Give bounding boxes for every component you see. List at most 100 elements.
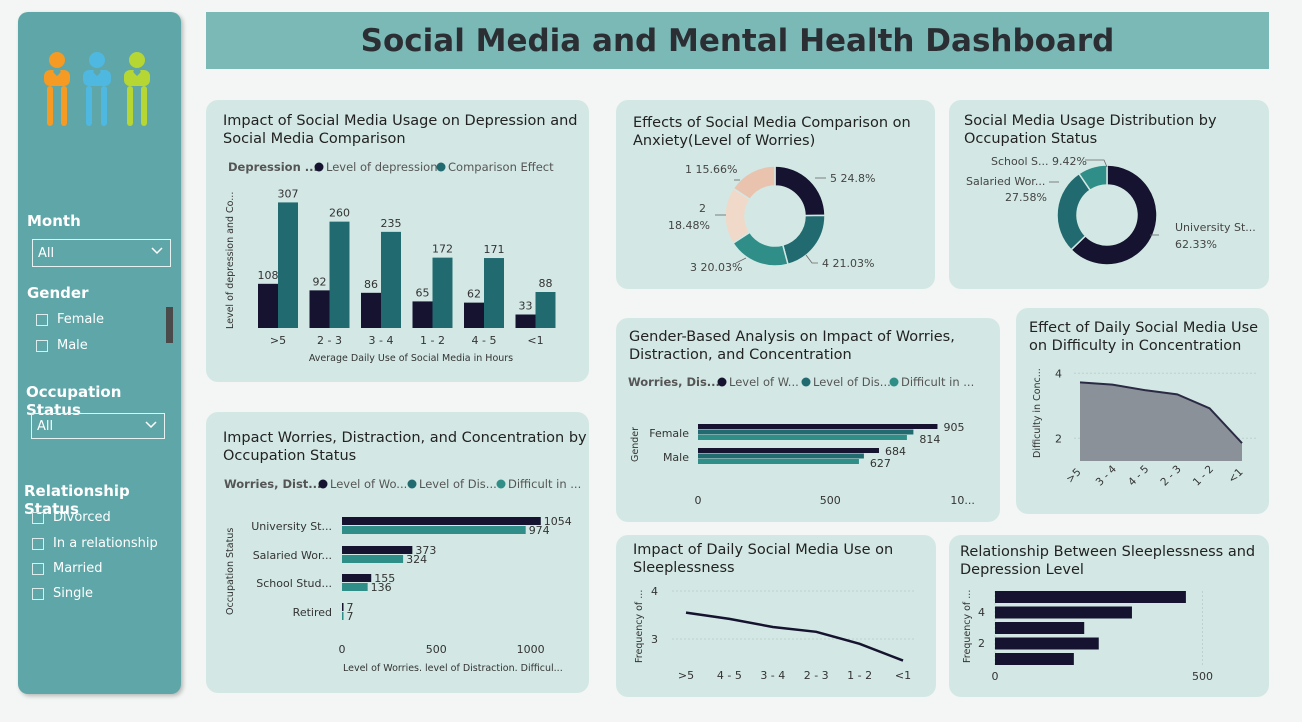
card-sleeplessness[interactable]: Impact of Daily Social Media Use on Sleep…	[616, 535, 936, 697]
bar[interactable]	[698, 424, 938, 429]
checkbox[interactable]	[32, 587, 44, 600]
data-label: 62	[467, 288, 481, 301]
relationship-option-divorced[interactable]: Divorced	[32, 510, 111, 525]
x-tick-label: 3 - 4	[369, 334, 394, 347]
card-title: Impact Worries, Distraction, and Concent…	[223, 429, 587, 465]
card-anxiety-donut[interactable]: Effects of Social Media Comparison on Anx…	[616, 100, 935, 289]
gender-option-male[interactable]: Male	[36, 338, 88, 353]
card-worries-by-occupation[interactable]: Impact Worries, Distraction, and Concent…	[206, 412, 589, 693]
relationship-option-single[interactable]: Single	[32, 586, 93, 601]
y-axis-label: Level of depression and Co...	[225, 192, 236, 329]
x-tick-label: 500	[1192, 670, 1213, 683]
bar[interactable]	[698, 435, 907, 440]
card-title-line: Impact of Daily Social Media Use on	[633, 542, 894, 558]
bar[interactable]	[258, 283, 278, 328]
x-tick-label: >5	[270, 334, 286, 347]
x-tick-label: 4 - 5	[1126, 463, 1151, 488]
x-tick-label: 3 - 4	[1094, 463, 1120, 489]
donut-slice[interactable]	[781, 214, 826, 266]
y-tick-label: Male	[663, 451, 689, 464]
bar[interactable]	[698, 453, 864, 459]
donut-slice[interactable]	[1070, 164, 1158, 266]
relationship-option-in-a-relationship[interactable]: In a relationship	[32, 536, 158, 551]
x-tick-label: <1	[1226, 466, 1245, 485]
bar[interactable]	[432, 257, 453, 328]
relationship-option-label: In a relationship	[53, 536, 158, 551]
y-axis-label: Gender	[630, 427, 641, 462]
bar[interactable]	[381, 231, 401, 328]
y-tick-label: 4	[978, 606, 985, 619]
bar[interactable]	[995, 637, 1099, 650]
x-tick-label: 1 - 2	[847, 669, 872, 682]
bar[interactable]	[278, 202, 298, 328]
bar[interactable]	[361, 292, 381, 328]
card-concentration[interactable]: Effect of Daily Social Media Use on Diffi…	[1016, 308, 1269, 514]
bar[interactable]	[329, 221, 350, 328]
x-tick-label: 4 - 5	[717, 669, 742, 682]
card-sleep-depression[interactable]: Relationship Between Sleeplessness and De…	[949, 535, 1269, 697]
legend-marker	[889, 377, 899, 387]
donut-slice[interactable]	[774, 165, 826, 217]
bar[interactable]	[535, 292, 556, 328]
bar[interactable]	[342, 574, 372, 582]
area-fill[interactable]	[1080, 382, 1242, 461]
card-title-line: Occupation Status	[964, 131, 1098, 147]
card-gender-analysis[interactable]: Gender-Based Analysis on Impact of Worri…	[616, 318, 1000, 522]
gender-option-female[interactable]: Female	[36, 312, 104, 327]
checkbox[interactable]	[36, 339, 48, 352]
data-label: 172	[432, 243, 453, 256]
donut-slice[interactable]	[732, 165, 776, 201]
bar[interactable]	[342, 603, 344, 611]
anxiety-donut-chart: 5 24.8% 4 21.03% 3 20.03% 2 18.48% 1 15.…	[668, 163, 875, 274]
bar[interactable]	[342, 612, 344, 620]
data-label: 235	[381, 217, 402, 230]
gender-scrollbar[interactable]	[166, 307, 173, 343]
gender-option-label: Female	[57, 312, 105, 327]
legend-marker	[436, 162, 446, 172]
bar[interactable]	[484, 258, 504, 328]
bar[interactable]	[995, 606, 1132, 619]
x-axis-label: Level of Worries. level of Distraction. …	[343, 663, 563, 674]
bar[interactable]	[698, 429, 914, 435]
month-dropdown[interactable]: All	[32, 239, 171, 267]
checkbox[interactable]	[32, 562, 44, 575]
checkbox[interactable]	[32, 511, 44, 524]
bar[interactable]	[342, 583, 368, 591]
bar[interactable]	[698, 448, 879, 453]
checkbox[interactable]	[36, 313, 48, 326]
legend-item: Comparison Effect	[448, 160, 554, 174]
legend-item: Difficult in ...	[901, 375, 974, 389]
data-label: 814	[919, 433, 940, 446]
card-occupation-distribution[interactable]: Social Media Usage Distribution by Occupa…	[949, 100, 1269, 289]
bar[interactable]	[464, 302, 484, 328]
bar[interactable]	[342, 526, 526, 534]
x-tick-label: 10...	[950, 494, 975, 507]
checkbox[interactable]	[32, 537, 44, 550]
bar[interactable]	[342, 517, 541, 525]
occupation-dropdown[interactable]: All	[31, 413, 165, 439]
card-depression-comparison[interactable]: Impact of Social Media Usage on Depressi…	[206, 100, 589, 382]
bar[interactable]	[995, 622, 1085, 634]
y-tick-label: School Stud...	[256, 577, 332, 590]
area-line[interactable]	[1079, 381, 1243, 444]
bar[interactable]	[412, 301, 433, 328]
data-label: 33	[519, 300, 533, 313]
data-label: 1 15.66%	[685, 163, 737, 176]
bar[interactable]	[309, 290, 330, 328]
bar[interactable]	[515, 314, 536, 329]
bar[interactable]	[342, 555, 404, 563]
series-line[interactable]	[685, 611, 904, 662]
depression-bar-chart: Depression ... Level of depression Compa…	[225, 160, 556, 364]
relationship-option-married[interactable]: Married	[32, 561, 103, 576]
bar[interactable]	[342, 546, 413, 554]
bar[interactable]	[995, 591, 1186, 603]
month-dropdown-value: All	[38, 245, 55, 261]
bar[interactable]	[995, 653, 1074, 665]
worries-occupation-bar-chart: Worries, Dist... Level of Wo... Level of…	[224, 477, 581, 674]
bar[interactable]	[698, 459, 859, 464]
data-label: 92	[313, 275, 327, 288]
occupation-donut-chart: University St... 62.33% Salaried Wor... …	[966, 155, 1256, 266]
x-tick-label: 500	[820, 494, 841, 507]
donut-slice[interactable]	[1077, 164, 1108, 192]
